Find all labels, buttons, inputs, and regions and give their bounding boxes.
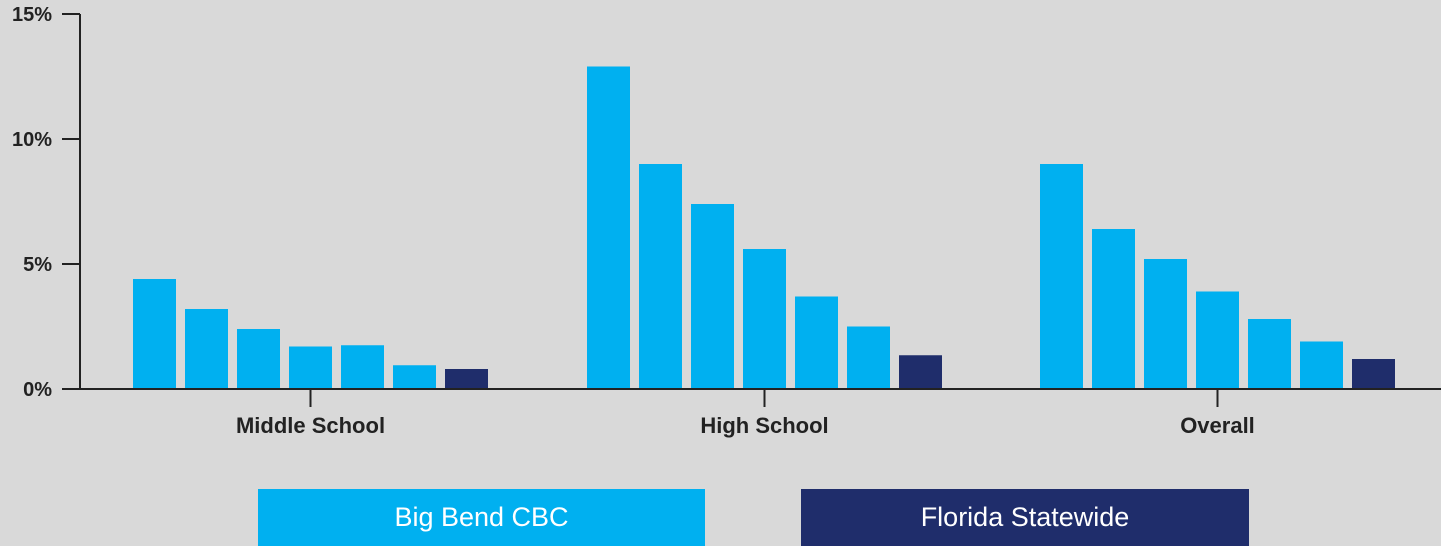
bar-high-school-5 <box>795 296 838 389</box>
x-category-label: Overall <box>1180 413 1255 438</box>
bar-middle-school-2 <box>185 309 228 389</box>
legend-label-big-bend-cbc: Big Bend CBC <box>394 502 569 532</box>
x-ticks-group: Middle School High School Overall <box>236 389 1255 438</box>
y-tick-label: 5% <box>23 254 52 276</box>
bar-overall-3 <box>1144 259 1187 389</box>
bar-middle-school-4 <box>289 346 332 389</box>
x-category-label: Middle School <box>236 413 385 438</box>
bar-middle-school-6 <box>393 365 436 389</box>
bars-group <box>133 66 1395 389</box>
bar-middle-school-7 <box>445 369 488 389</box>
bar-high-school-2 <box>639 164 682 389</box>
bar-high-school-6 <box>847 326 890 389</box>
bar-overall-6 <box>1300 341 1343 389</box>
bar-overall-4 <box>1196 291 1239 389</box>
y-tick-label: 0% <box>23 379 52 401</box>
y-tick-label: 15% <box>12 4 52 26</box>
bar-overall-2 <box>1092 229 1135 389</box>
bar-overall-1 <box>1040 164 1083 389</box>
bar-middle-school-3 <box>237 329 280 389</box>
bar-high-school-7 <box>899 355 942 389</box>
y-ticks-group: 0% 5% 10% 15% <box>12 4 80 401</box>
x-category-label: High School <box>700 413 828 438</box>
legend-item-florida-statewide: Florida Statewide <box>801 489 1249 546</box>
legend-label-florida-statewide: Florida Statewide <box>920 502 1130 532</box>
y-tick-label: 10% <box>12 129 52 151</box>
bar-high-school-3 <box>691 204 734 389</box>
bar-high-school-4 <box>743 249 786 389</box>
bar-overall-5 <box>1248 319 1291 389</box>
legend-item-big-bend-cbc: Big Bend CBC <box>258 489 705 546</box>
bar-middle-school-1 <box>133 279 176 389</box>
bar-high-school-1 <box>587 66 630 389</box>
bar-overall-7 <box>1352 359 1395 389</box>
bar-middle-school-5 <box>341 345 384 389</box>
